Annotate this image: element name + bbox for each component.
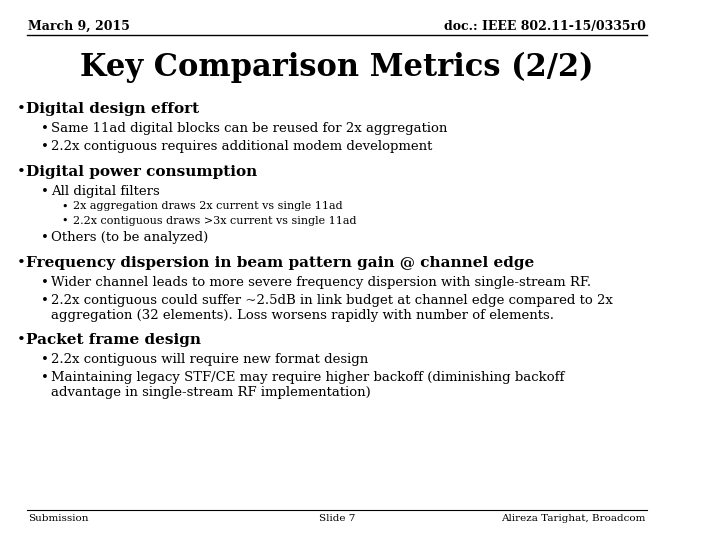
Text: Submission: Submission [28,514,89,523]
Text: Packet frame design: Packet frame design [26,333,201,347]
Text: •: • [17,165,26,179]
Text: •: • [41,140,49,153]
Text: •: • [41,371,49,384]
Text: •: • [17,102,26,116]
Text: 2x aggregation draws 2x current vs single 11ad: 2x aggregation draws 2x current vs singl… [73,201,343,211]
Text: •: • [41,276,49,289]
Text: 2.2x contiguous requires additional modem development: 2.2x contiguous requires additional mode… [51,140,433,153]
Text: doc.: IEEE 802.11-15/0335r0: doc.: IEEE 802.11-15/0335r0 [444,20,645,33]
Text: Digital power consumption: Digital power consumption [26,165,258,179]
Text: 2.2x contiguous will require new format design: 2.2x contiguous will require new format … [51,353,369,366]
Text: •: • [62,201,68,211]
Text: •: • [17,256,26,270]
Text: Maintaining legacy STF/CE may require higher backoff (diminishing backoff
advant: Maintaining legacy STF/CE may require hi… [51,371,564,399]
Text: Frequency dispersion in beam pattern gain @ channel edge: Frequency dispersion in beam pattern gai… [26,256,534,270]
Text: 2.2x contiguous could suffer ~2.5dB in link budget at channel edge compared to 2: 2.2x contiguous could suffer ~2.5dB in l… [51,294,613,322]
Text: Others (to be analyzed): Others (to be analyzed) [51,231,209,244]
Text: All digital filters: All digital filters [51,185,160,198]
Text: 2.2x contiguous draws >3x current vs single 11ad: 2.2x contiguous draws >3x current vs sin… [73,215,356,226]
Text: March 9, 2015: March 9, 2015 [28,20,130,33]
Text: Slide 7: Slide 7 [318,514,355,523]
Text: •: • [41,122,49,135]
Text: Digital design effort: Digital design effort [26,102,199,116]
Text: Wider channel leads to more severe frequency dispersion with single-stream RF.: Wider channel leads to more severe frequ… [51,276,592,289]
Text: •: • [41,294,49,307]
Text: •: • [17,333,26,347]
Text: •: • [41,185,49,198]
Text: •: • [41,353,49,366]
Text: •: • [41,231,49,244]
Text: Alireza Tarighat, Broadcom: Alireza Tarighat, Broadcom [501,514,645,523]
Text: Same 11ad digital blocks can be reused for 2x aggregation: Same 11ad digital blocks can be reused f… [51,122,448,135]
Text: •: • [62,215,68,226]
Text: Key Comparison Metrics (2/2): Key Comparison Metrics (2/2) [80,52,593,83]
